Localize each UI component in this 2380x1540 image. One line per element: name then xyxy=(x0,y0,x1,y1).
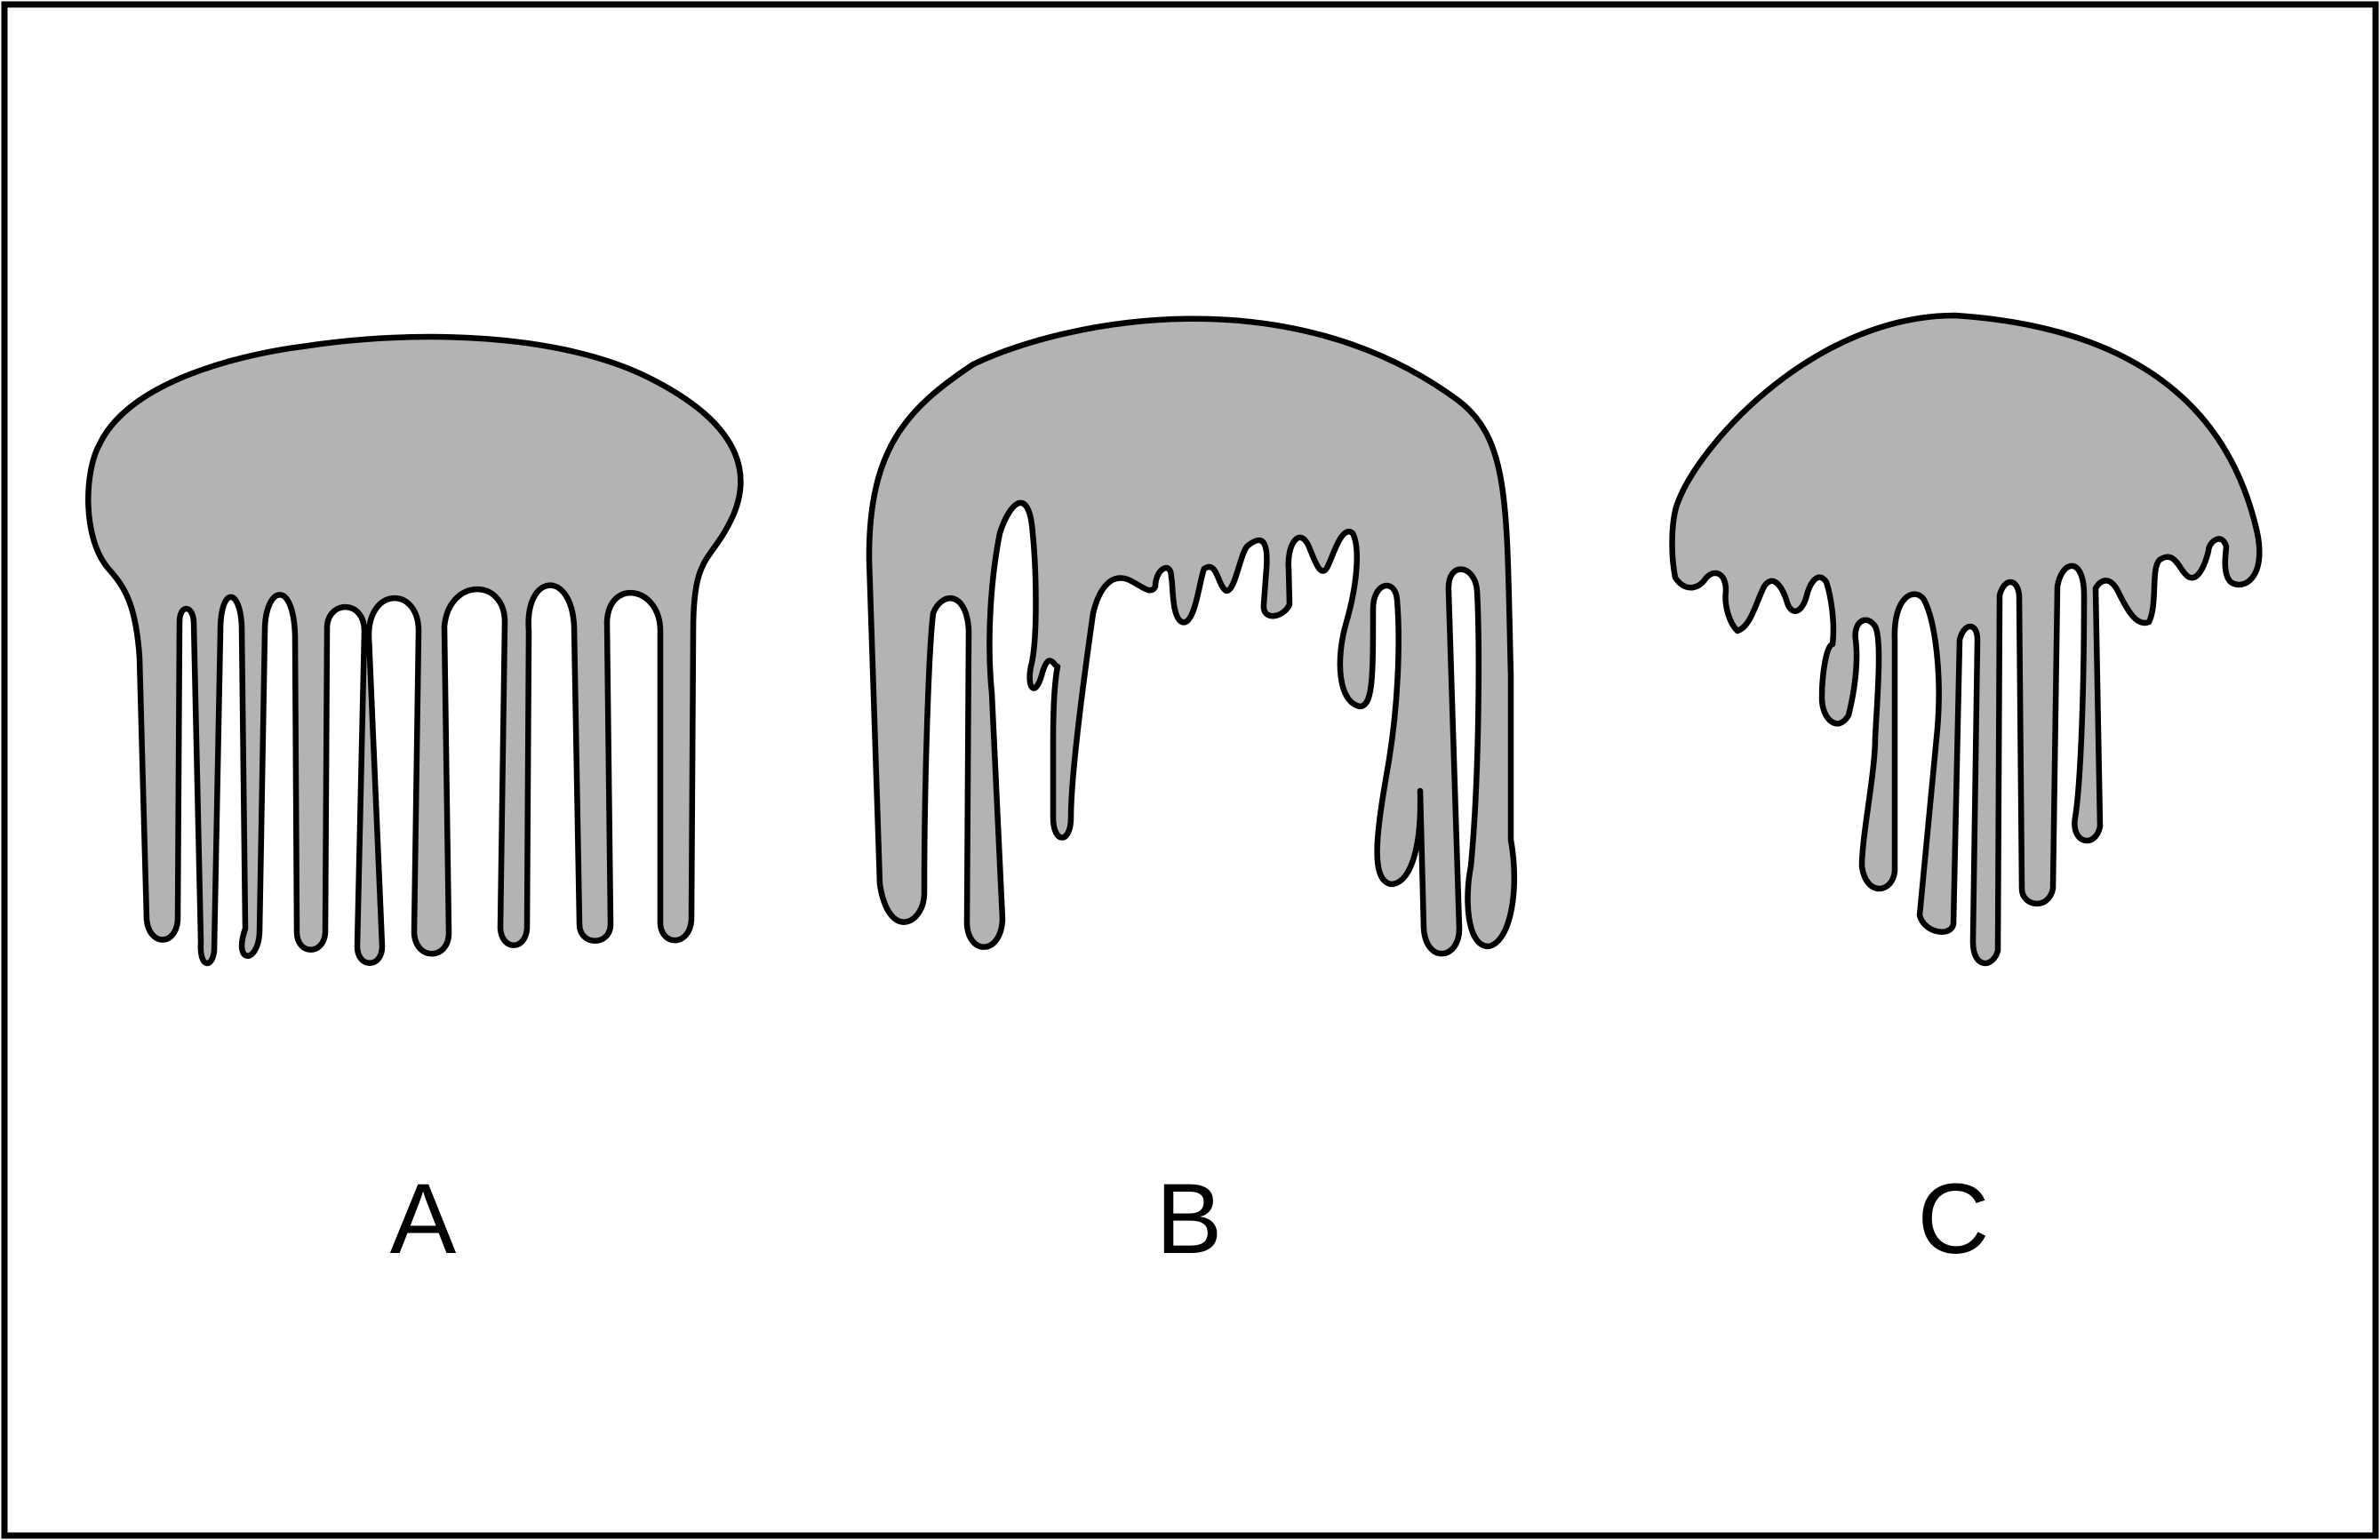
panel-label-c: C xyxy=(1918,1163,1990,1274)
shape-a xyxy=(85,333,744,967)
panel-b xyxy=(866,315,1518,957)
panel-c xyxy=(1669,312,2263,967)
panel-label-b: B xyxy=(1156,1163,1223,1274)
shape-c xyxy=(1669,312,2263,967)
panel-a xyxy=(85,333,744,967)
panel-label-a: A xyxy=(390,1163,457,1274)
shape-b xyxy=(866,315,1518,957)
